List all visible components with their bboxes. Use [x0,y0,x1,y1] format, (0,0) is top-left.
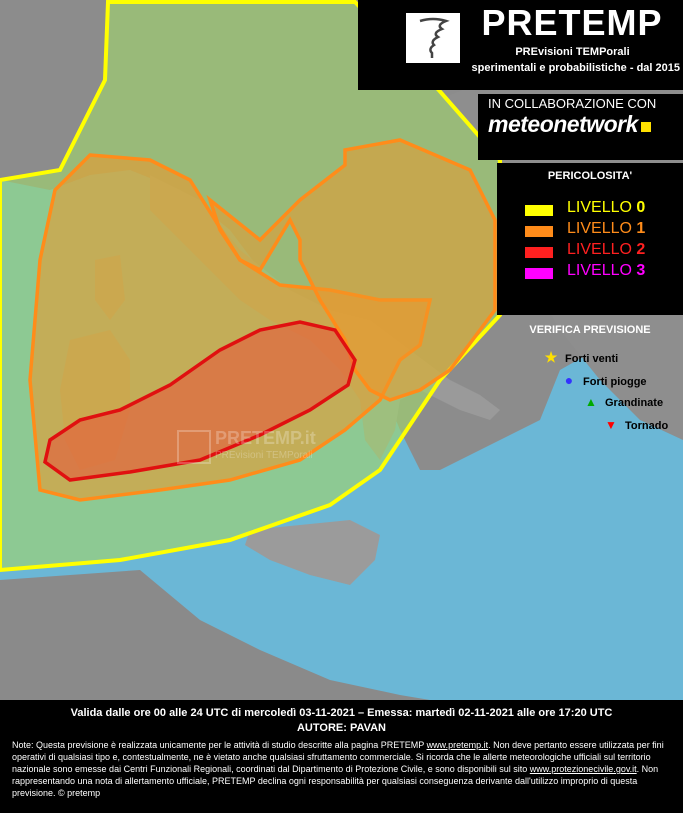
disclaimer-note: Note: Questa previsione è realizzata uni… [12,739,672,799]
verification-title: VERIFICA PREVISIONE [529,324,651,336]
watermark-title: PRETEMP.it [215,428,316,448]
watermark: PRETEMP.it PREvisioni TEMPorali [175,424,345,474]
watermark-logo-icon [177,430,211,464]
level-2-number: 2 [636,241,646,258]
level-0-label: LIVELLO [567,199,632,216]
collaboration-label: IN COLLABORAZIONE CON [488,96,657,111]
partner-logo: meteonetwork [488,111,651,138]
verification-item-wind: ★ Forti venti [543,349,618,366]
verification-tornado-label: Tornado [625,420,669,432]
circle-icon: ● [564,372,574,388]
triangle-up-icon: ▲ [585,395,597,409]
brand-tagline: sperimentali e probabilistiche - dal 201… [471,62,680,74]
verification-wind-label: Forti venti [565,353,619,365]
partner-name: meteonetwork [488,111,638,137]
footer [0,700,683,813]
note-part-3: . Non rappresentando una nota di allerta… [12,764,659,798]
level-1-area-east [206,138,497,402]
level-0-swatch [525,205,553,216]
level-0-number: 0 [636,199,646,216]
land-sicily [245,520,380,585]
validity-text: Valida dalle ore 00 alle 24 UTC di merco… [70,707,613,719]
level-2-swatch [525,247,553,258]
verification-hail-label: Grandinate [605,397,664,409]
legend-title: PERICOLOSITA' [547,170,633,182]
level-3-swatch [525,268,553,279]
danger-legend [497,163,683,315]
watermark-subtitle: PREvisioni TEMPorali [215,450,313,461]
partner-square-icon [640,122,651,132]
level-1-number: 1 [636,220,646,237]
level-3-number: 3 [636,262,646,279]
protezionecivile-link[interactable]: www.protezionecivile.gov.it [529,764,637,774]
note-part-1: Note: Questa previsione è realizzata uni… [12,740,427,750]
level-1-swatch [525,226,553,237]
brand-subtitle: PREvisioni TEMPorali [515,46,630,58]
author-text: AUTORE: PAVAN [296,722,387,734]
pretemp-link[interactable]: www.pretemp.it [426,740,489,750]
land-north-africa [0,570,430,700]
verification-item-rain: ● Forti piogge [561,372,647,388]
level-1-label: LIVELLO [567,220,632,237]
star-icon: ★ [544,349,558,365]
note-part-2: . Non deve pertanto essere utilizzata pe… [12,740,664,774]
tornado-icon [406,13,460,63]
verification-item-tornado: ▼ Tornado [603,418,668,432]
triangle-down-icon: ▼ [605,418,617,432]
level-2-area [43,320,357,482]
level-3-label: LIVELLO [567,262,632,279]
verification-rain-label: Forti piogge [583,376,647,388]
level-2-label: LIVELLO [567,241,632,258]
brand-title: PRETEMP [481,2,663,43]
verification-item-hail: ▲ Grandinate [583,395,663,409]
